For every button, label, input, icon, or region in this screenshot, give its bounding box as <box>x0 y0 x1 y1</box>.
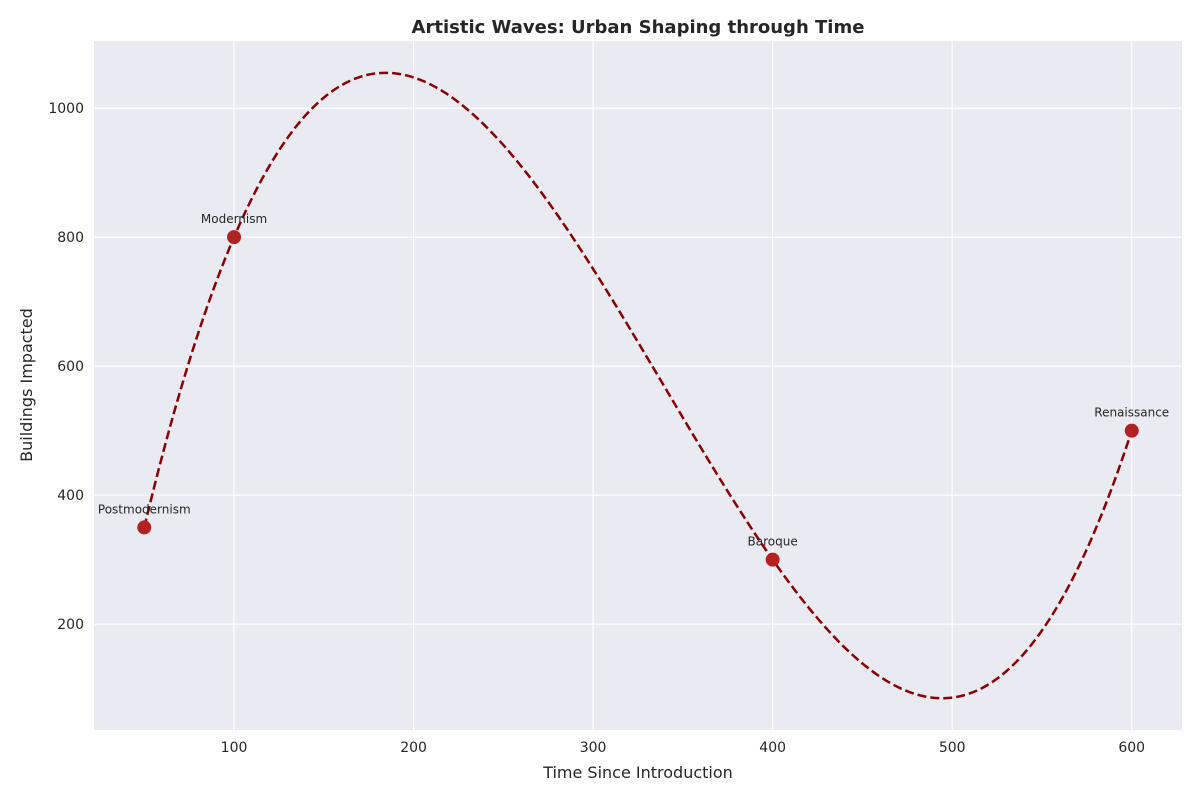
data-points: Postmodernism Modernism Baroque Renaissance <box>98 212 1169 567</box>
point-label: Modernism <box>201 212 267 226</box>
y-axis-label: Buildings Impacted <box>17 308 36 462</box>
y-tick-label: 1000 <box>48 101 84 117</box>
x-tick-label: 300 <box>580 740 607 756</box>
x-tick-label: 400 <box>759 740 786 756</box>
y-tick-labels: 200 400 600 800 1000 <box>48 101 84 633</box>
chart-title: Artistic Waves: Urban Shaping through Ti… <box>412 17 865 38</box>
x-tick-labels: 100 200 300 400 500 600 <box>221 740 1145 756</box>
data-point <box>765 552 780 567</box>
y-tick-label: 200 <box>57 617 84 633</box>
x-axis-label: Time Since Introduction <box>542 763 733 782</box>
point-label: Baroque <box>748 535 798 549</box>
x-tick-label: 100 <box>221 740 248 756</box>
y-tick-label: 600 <box>57 359 84 375</box>
x-tick-label: 200 <box>400 740 427 756</box>
point-label: Postmodernism <box>98 502 191 516</box>
data-point <box>227 230 242 245</box>
y-tick-label: 400 <box>57 488 84 504</box>
grid <box>94 41 1182 730</box>
data-point <box>137 520 152 535</box>
x-tick-label: 500 <box>939 740 966 756</box>
fit-curve <box>143 71 1133 700</box>
x-tick-label: 600 <box>1118 740 1145 756</box>
data-point <box>1124 423 1139 438</box>
plot-background <box>94 41 1182 730</box>
y-tick-label: 800 <box>57 230 84 246</box>
point-label: Renaissance <box>1094 406 1169 420</box>
